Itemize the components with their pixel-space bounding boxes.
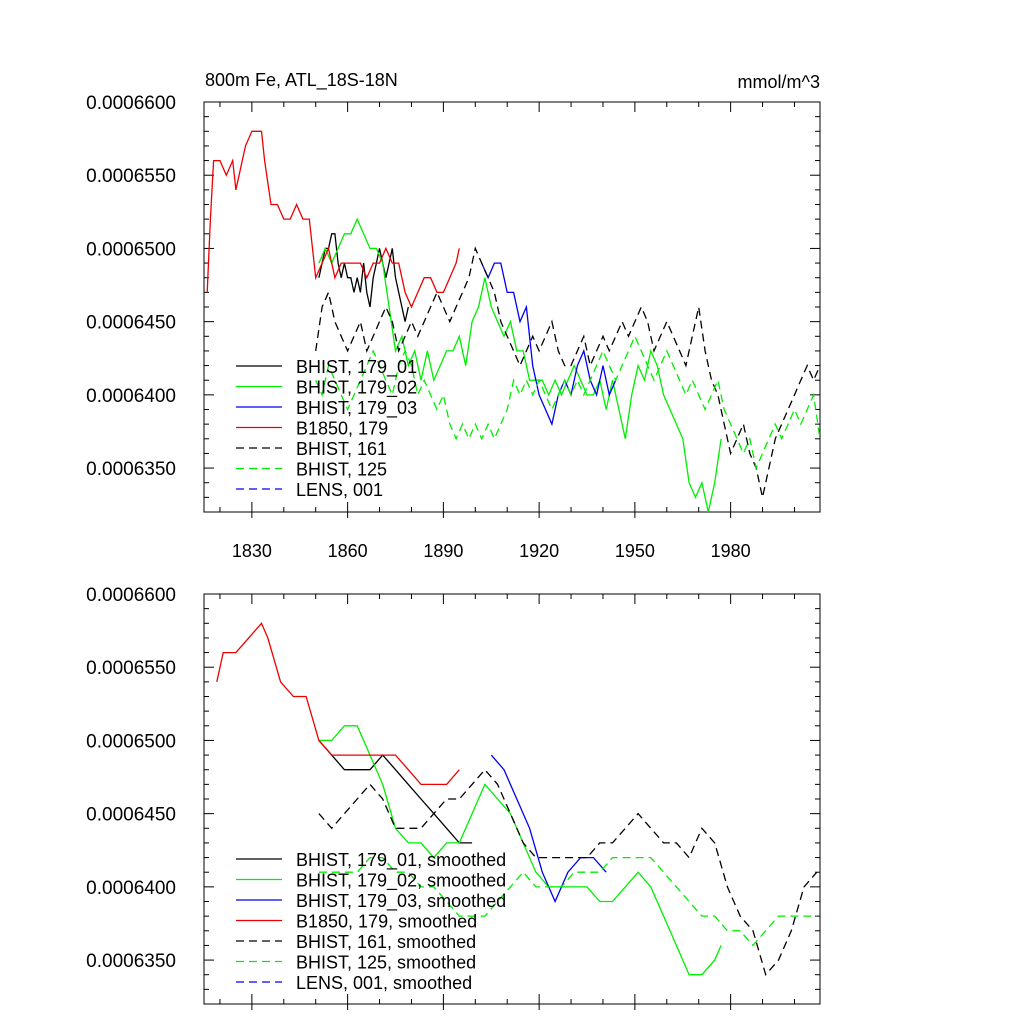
series-line [481, 262, 617, 427]
series-line [490, 754, 607, 904]
chart-title: 800m Fe, ATL_18S-18N [205, 70, 398, 91]
y-tick-label: 0.0006500 [86, 239, 176, 260]
y-tick-label: 0.0006350 [86, 459, 176, 480]
legend-label: BHIST, 125, smoothed [296, 953, 476, 973]
legend-label: BHIST, 179_02 [296, 378, 417, 399]
chart-units: mmol/m^3 [738, 72, 820, 92]
y-tick-label: 0.0006550 [86, 166, 176, 187]
legend-label: LENS, 001 [296, 480, 383, 500]
series-line [318, 856, 817, 947]
series-line [315, 334, 820, 471]
legend-label: B1850, 179 [296, 419, 388, 439]
top-panel: 1830 1860 1890 1920 1950 1980 0.0006350 0.00064… [86, 93, 821, 561]
y-tick-label: 0.0006450 [86, 805, 176, 826]
x-tick-label: 1860 [328, 541, 368, 561]
series-line [318, 233, 409, 322]
y-tick-label: 0.0006350 [86, 951, 176, 972]
y-tick-label: 0.0006600 [86, 93, 176, 114]
legend-label: BHIST, 161, smoothed [296, 932, 476, 952]
legend-label: BHIST, 161 [296, 439, 387, 459]
legend-label: BHIST, 125 [296, 460, 387, 480]
series-line [315, 246, 820, 498]
y-tick-label: 0.0006550 [86, 658, 176, 679]
legend-label: B1850, 179, smoothed [296, 912, 477, 932]
x-tick-label: 1920 [519, 541, 559, 561]
series-line [318, 217, 722, 512]
legend-label: BHIST, 179_03 [296, 398, 417, 419]
y-tick-label: 0.0006450 [86, 313, 176, 334]
x-tick-label: 1830 [232, 541, 272, 561]
y-tick-label: 0.0006400 [86, 878, 176, 899]
y-tick-label: 0.0006600 [86, 585, 176, 606]
series-line [206, 130, 460, 309]
series-line [318, 739, 473, 844]
legend-label: BHIST, 179_02, smoothed [296, 871, 506, 892]
legend-label: BHIST, 179_01 [296, 357, 417, 378]
legend-label: BHIST, 179_03, smoothed [296, 891, 506, 912]
bottom-panel: 0.0006350 0.0006400 0.0006450 0.0006500 0.00… [86, 585, 821, 1010]
legend-label: LENS, 001, smoothed [296, 973, 472, 993]
x-tick-label: 1980 [711, 541, 751, 561]
series-line [318, 768, 818, 977]
y-tick-label: 0.0006400 [86, 386, 176, 407]
y-tick-label: 0.0006500 [86, 731, 176, 752]
legend-label: BHIST, 179_01, smoothed [296, 850, 506, 871]
x-tick-label: 1950 [615, 541, 655, 561]
series-line [216, 622, 460, 786]
x-tick-label: 1890 [423, 541, 463, 561]
